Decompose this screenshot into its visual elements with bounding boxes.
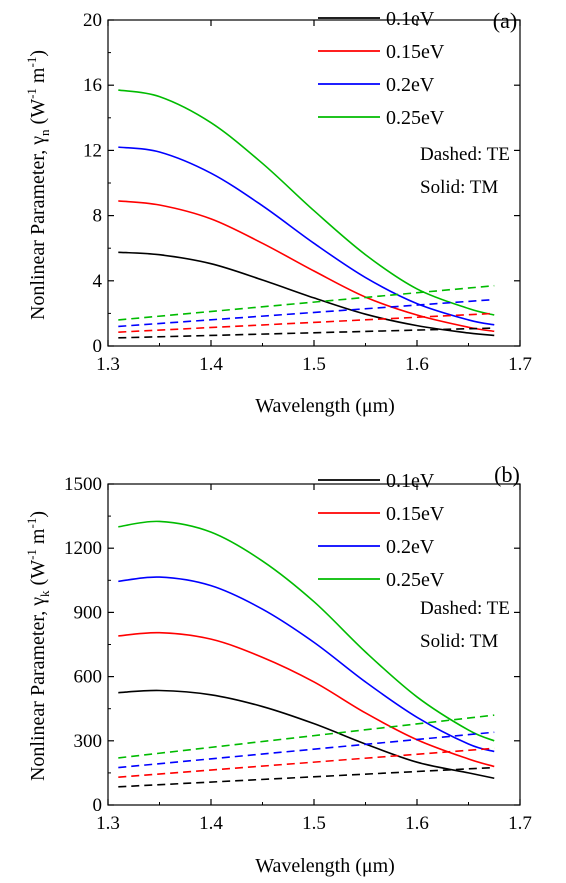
series-line-0-25ev (118, 520, 495, 742)
y-tick-label: 4 (93, 271, 103, 292)
series-line-0-2ev-te (118, 298, 495, 328)
series-line-0-25ev-te (118, 284, 495, 321)
x-tick-label: 1.3 (96, 354, 120, 375)
y-axis-title: Nonlinear Parameter, γn (W-1 m-1) (24, 50, 52, 320)
series-line-0-2ev (118, 576, 495, 753)
y-tick-label: 900 (74, 602, 103, 623)
legend: 0.1eV 0.15eV 0.2eV 0.25eV (318, 470, 445, 591)
chart-panel-b: 1.3 1.4 1.5 1.6 1.7 0 300 600 900 1200 1500 Wavelen… (24, 462, 532, 877)
x-tick-label: 1.7 (508, 813, 532, 834)
y-axis-title-unit-open: (W (27, 560, 49, 591)
plot-area (118, 89, 495, 339)
x-tick-label: 1.4 (199, 813, 223, 834)
y-tick-label: 1500 (64, 474, 102, 495)
series-line-0-1ev-te (118, 766, 495, 788)
legend-label: 0.1eV (386, 470, 435, 492)
y-axis-title-sup1: -1 (24, 549, 39, 560)
series-line-0-1ev (118, 251, 495, 337)
x-tick-label: 1.7 (508, 354, 532, 375)
series-line-0-15ev-te (118, 747, 495, 778)
y-tick-label: 20 (83, 10, 102, 31)
chart-panel-a: 1.3 1.4 1.5 1.6 1.7 0 4 8 12 16 20 Wavelength (μm) N… (24, 8, 532, 417)
legend-label: 0.25eV (386, 569, 445, 591)
series-line-0-15ev (118, 200, 495, 333)
plot-area (118, 520, 495, 788)
y-axis-title-sup1: -1 (24, 88, 39, 99)
y-tick-label: 8 (93, 206, 103, 227)
y-axis-title-unit-mid: m (27, 528, 49, 549)
series-line-0-1ev (118, 689, 495, 780)
y-axis-title-unit-close: ) (27, 50, 49, 57)
x-tick-label: 1.5 (302, 813, 326, 834)
legend-label: 0.2eV (386, 74, 435, 96)
y-axis-title-prefix: Nonlinear Parameter, γ (27, 597, 49, 781)
series-line-0-25ev-te (118, 714, 495, 759)
legend-label: 0.15eV (386, 41, 445, 63)
y-axis-title-sub: k (37, 590, 52, 597)
annotation-text: Solid: TM (420, 177, 498, 198)
series-line-0-25ev (118, 89, 495, 316)
series-line-0-1ev-te (118, 327, 495, 339)
series-line-0-2ev-te (118, 731, 495, 769)
y-tick-label: 0 (93, 795, 103, 816)
x-tick-label: 1.3 (96, 813, 120, 834)
legend-label: 0.15eV (386, 503, 445, 525)
series-line-0-15ev-te (118, 312, 495, 333)
annotation-text: Solid: TM (420, 631, 498, 652)
y-tick-label: 0 (93, 336, 103, 357)
x-axis-title: Wavelength (μm) (255, 855, 395, 877)
panel-label: (b) (494, 462, 520, 487)
y-tick-label: 12 (83, 140, 102, 161)
y-tick-label: 1200 (64, 538, 102, 559)
x-axis-title: Wavelength (μm) (255, 395, 395, 417)
y-axis-title-sub: n (37, 129, 52, 136)
y-tick-label: 600 (74, 667, 103, 688)
y-axis-title-unit-open: (W (27, 99, 49, 130)
y-tick-label: 300 (74, 731, 103, 752)
x-tick-label: 1.6 (405, 813, 429, 834)
x-tick-label: 1.4 (199, 354, 223, 375)
y-axis-title-unit-mid: m (27, 67, 49, 88)
annotation-text: Dashed: TE (420, 598, 510, 619)
y-tick-label: 16 (83, 75, 102, 96)
series-line-0-15ev (118, 631, 495, 768)
y-axis-title-prefix: Nonlinear Parameter, γ (27, 136, 49, 320)
legend-label: 0.2eV (386, 536, 435, 558)
series-line-0-2ev (118, 146, 495, 326)
y-axis-title-unit-close: ) (27, 511, 49, 518)
legend: 0.1eV 0.15eV 0.2eV 0.25eV (318, 8, 445, 129)
panel-label: (a) (493, 8, 517, 33)
legend-label: 0.25eV (386, 107, 445, 129)
y-axis-title-sup2: -1 (24, 57, 39, 68)
annotation-text: Dashed: TE (420, 144, 510, 165)
y-axis-title: Nonlinear Parameter, γk (W-1 m-1) (24, 511, 52, 781)
x-tick-label: 1.5 (302, 354, 326, 375)
y-axis-title-sup2: -1 (24, 518, 39, 529)
x-tick-label: 1.6 (405, 354, 429, 375)
legend-label: 0.1eV (386, 8, 435, 30)
